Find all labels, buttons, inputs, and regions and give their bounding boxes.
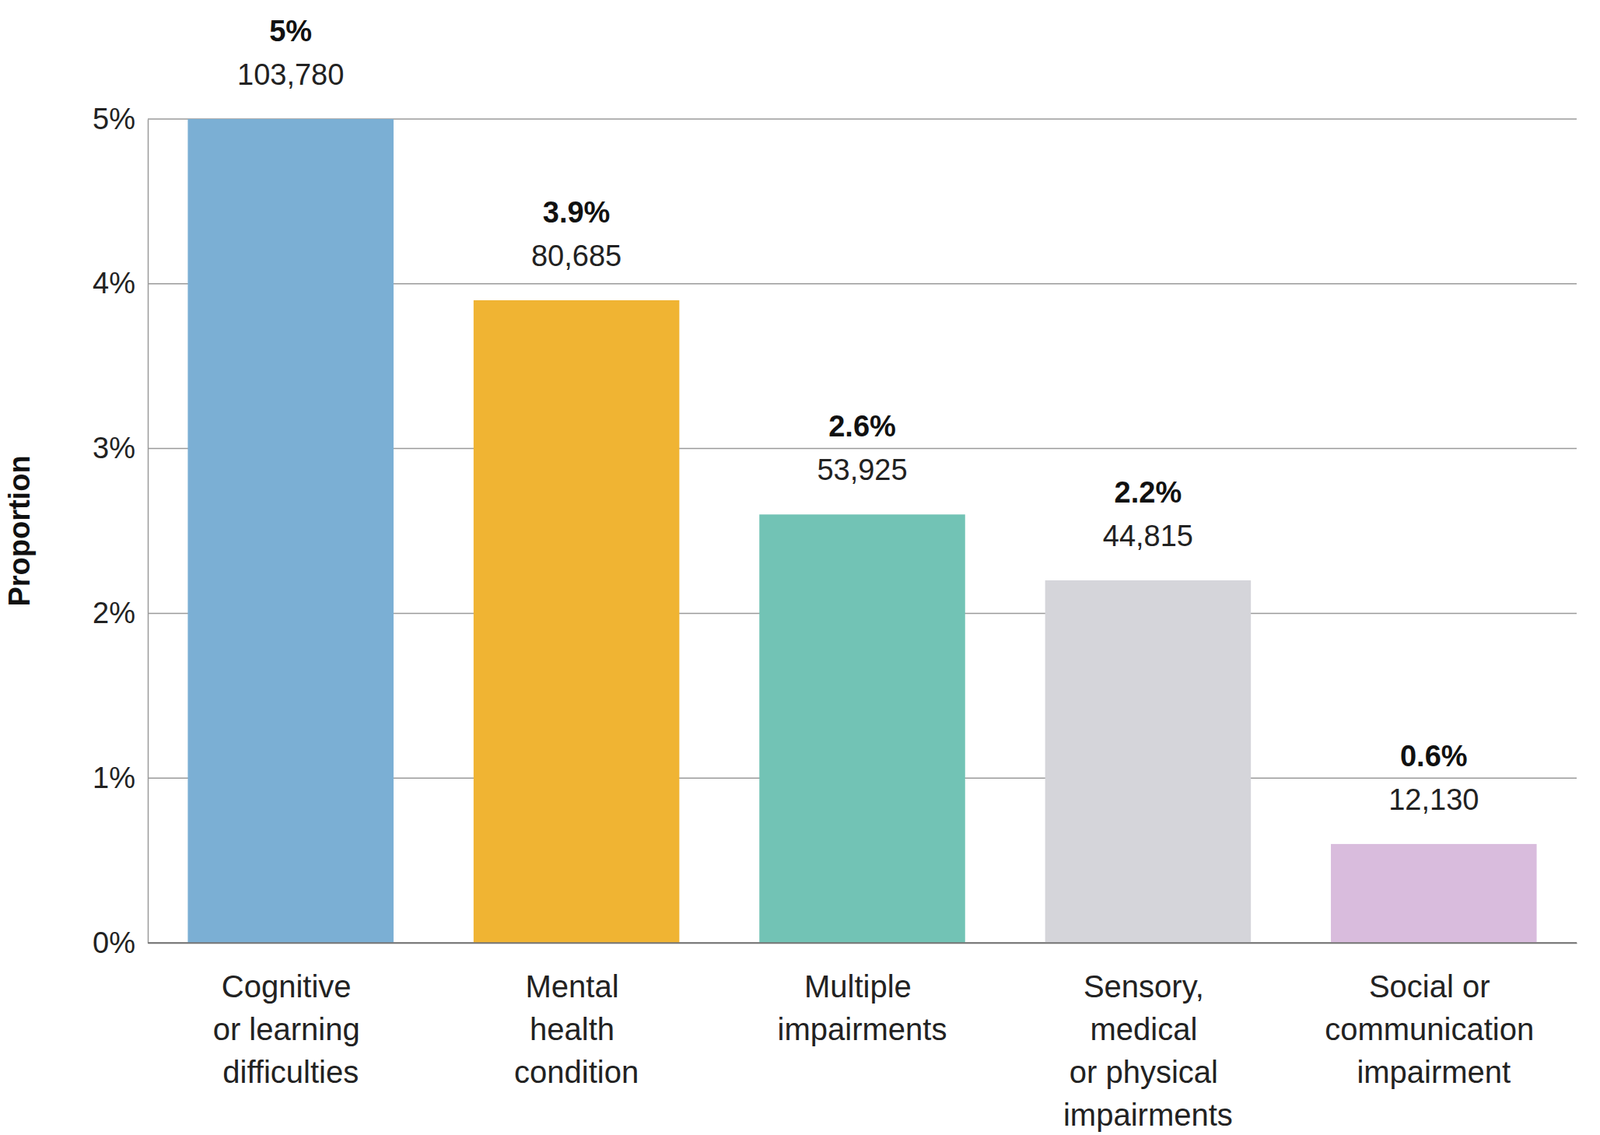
x-tick-label-line: impairments <box>1063 1097 1233 1132</box>
x-tick: Mental health condition <box>514 942 639 1089</box>
x-tick: Cognitive or learning difficulties <box>213 942 369 1089</box>
y-tick: 4% <box>92 266 148 300</box>
value-label: 0.6% <box>1400 739 1468 773</box>
grid-line <box>147 941 1577 944</box>
value-label: 3.9% <box>542 196 611 229</box>
count-label: 44,815 <box>1102 519 1194 553</box>
x-tick-label-line: Multiple <box>804 969 921 1004</box>
y-axis-title: Proportion <box>3 455 36 606</box>
bar <box>1045 580 1252 943</box>
x-tick: Social or communication impairment <box>1324 942 1543 1089</box>
y-axis: 0% 1% 2% 3% 4% 5% <box>92 102 148 960</box>
bar <box>1330 843 1537 943</box>
x-tick-label-line: Mental <box>525 969 628 1004</box>
x-axis-line <box>148 942 1578 945</box>
x-tick-label-line: medical <box>1089 1011 1206 1047</box>
x-tick-label: Sensory, medical or physical impairments <box>1063 969 1233 1132</box>
y-tick: 5% <box>92 102 148 136</box>
x-tick-label-line: Sensory, <box>1083 969 1213 1004</box>
y-axis-line <box>147 119 150 944</box>
x-axis: Cognitive or learning difficulties Mental… <box>148 942 1578 1132</box>
x-tick: Multiple impairments <box>777 942 948 1047</box>
y-tick: 2% <box>92 596 148 630</box>
x-tick-label-line: condition <box>514 1054 639 1089</box>
count-label: 80,685 <box>531 239 622 273</box>
y-tick: 3% <box>92 431 148 465</box>
y-tick-label: 5% <box>92 102 136 136</box>
count-label: 103,780 <box>237 58 344 92</box>
bars <box>187 119 1537 943</box>
value-label: 2.2% <box>1114 476 1183 509</box>
data-labels: 5% 103,780 3.9% 80,685 2.6% 53,925 2.2% 44,815 0… <box>237 14 1479 816</box>
x-tick-label-line: impairments <box>777 1011 948 1047</box>
value-label: 2.6% <box>828 409 897 443</box>
bar <box>473 300 680 943</box>
x-tick-label-line: or physical <box>1069 1054 1227 1089</box>
y-tick-label: 0% <box>92 926 136 960</box>
bar <box>187 119 394 943</box>
count-label: 53,925 <box>816 453 907 487</box>
y-tick: 0% <box>92 926 148 960</box>
y-tick-label: 1% <box>92 761 136 795</box>
x-tick-label-line: Social or <box>1368 969 1499 1004</box>
grid <box>147 119 1577 943</box>
x-tick-label-line: communication <box>1324 1011 1543 1047</box>
count-label: 12,130 <box>1388 783 1479 816</box>
y-tick-label: 3% <box>92 431 136 465</box>
y-tick-label: 2% <box>92 596 136 630</box>
x-tick-label: Multiple impairments <box>777 969 948 1047</box>
y-tick: 1% <box>92 761 148 795</box>
plot: 0% 1% 2% 3% 4% 5% 5% 103,780 3.9% 80,685 2.6% 53,92… <box>92 14 1577 1132</box>
baseline <box>147 941 1577 944</box>
x-tick-label-line: impairment <box>1356 1054 1511 1089</box>
x-tick-label-line: Cognitive <box>221 969 361 1004</box>
value-label: 5% <box>269 14 312 48</box>
y-tick-label: 4% <box>92 266 136 300</box>
chart: 0% 1% 2% 3% 4% 5% 5% 103,780 3.9% 80,685 2.6% 53,92… <box>0 0 1600 1135</box>
x-tick-label-line: or learning <box>213 1011 369 1047</box>
x-tick-label: Social or communication impairment <box>1324 969 1543 1089</box>
x-tick-label: Cognitive or learning difficulties <box>213 969 369 1089</box>
x-tick-label-line: health <box>529 1011 624 1047</box>
x-tick-label: Mental health condition <box>514 969 639 1089</box>
bar <box>759 514 966 943</box>
x-tick-label-line: difficulties <box>222 1054 359 1089</box>
x-tick: Sensory, medical or physical impairments <box>1063 942 1233 1132</box>
